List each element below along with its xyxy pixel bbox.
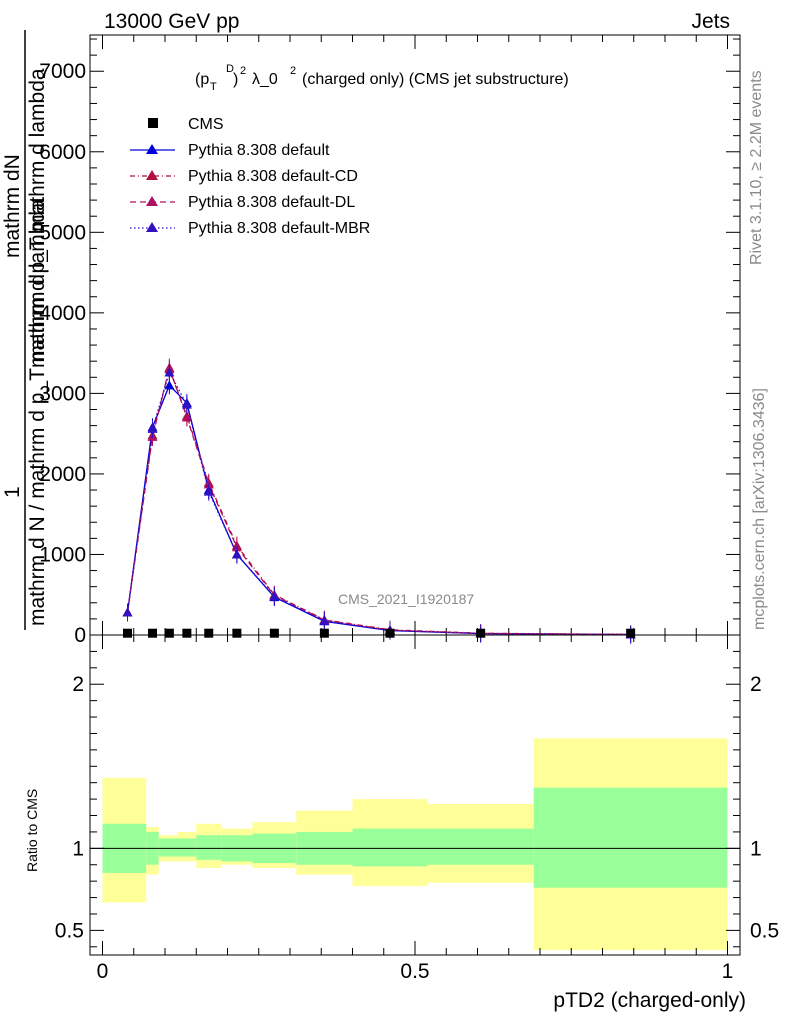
- y-title-denominator-bottom: mathrm d N / mathrm d p_T mathrm d lambd…: [26, 199, 49, 626]
- ratio-y-label: Ratio to CMS: [24, 789, 40, 872]
- main-panel: 0 1000 2000 3000 4000 5000 6000 7000 (p T D ) 2…: [39, 34, 741, 647]
- y-title-numerator: mathrm dN: [1, 154, 24, 258]
- legend: CMS Pythia 8.308 default Pythia 8.308 defa…: [130, 116, 370, 237]
- ratio-ytick-label-right: 2: [750, 673, 762, 696]
- mcplots-label: mcplots.cern.ch [arXiv:1306.3436]: [751, 388, 768, 630]
- ratio-band-green: [352, 828, 428, 867]
- legend-marker-0: [146, 144, 158, 154]
- cms-point: [269, 628, 279, 638]
- main-ytick-label: 5000: [39, 221, 86, 244]
- ratio-ytick-label-left: 2: [72, 673, 84, 696]
- cms-point: [204, 628, 214, 638]
- main-ytick-label: 4000: [39, 302, 86, 325]
- cms-point: [182, 628, 192, 638]
- cms-point: [626, 628, 636, 638]
- cms-point: [148, 628, 157, 638]
- ratio-band-green: [177, 838, 197, 857]
- y-title-denominator-top: mathrm d p_T mathrm d lambda: [26, 68, 49, 368]
- y-title-one: 1: [1, 486, 24, 498]
- legend-label-cms: CMS: [188, 116, 224, 133]
- main-ytick-label: 3000: [39, 382, 86, 405]
- title-sq: 2: [240, 65, 246, 77]
- legend-marker-3: [146, 222, 158, 232]
- ratio-band-green: [427, 828, 534, 865]
- title-close: ): [233, 71, 238, 88]
- ratio-band-green: [158, 838, 178, 857]
- rivet-label: Rivet 3.1.10, ≥ 2.2M events: [748, 70, 765, 265]
- main-y-title: 1 mathrm dN mathrm d p_T mathrm d lambda…: [1, 30, 49, 630]
- legend-label-2: Pythia 8.308 default-DL: [188, 194, 355, 211]
- header-left: 13000 GeV pp: [104, 10, 239, 33]
- ratio-xtick-label: 0: [97, 960, 109, 983]
- main-title: (p T D ) 2 λ_0 2 (charged only) (CMS jet…: [195, 63, 569, 93]
- main-ytick-label: 1000: [39, 543, 86, 566]
- main-x-ticks: [102, 35, 728, 635]
- header-right: Jets: [691, 10, 730, 33]
- main-ytick-label: 0: [74, 624, 86, 647]
- legend-label-3: Pythia 8.308 default-MBR: [188, 220, 370, 237]
- main-ytick-label: 6000: [39, 141, 86, 164]
- ratio-ytick-label-right: 0.5: [750, 919, 779, 942]
- ratio-x-ticks: 0 0.5 1: [97, 635, 734, 983]
- title-sup-d: D: [226, 63, 234, 75]
- watermark: CMS_2021_I1920187: [338, 591, 474, 607]
- cms-point: [123, 628, 132, 638]
- legend-label-0: Pythia 8.308 default: [188, 142, 330, 159]
- ratio-ytick-label-right: 1: [750, 837, 762, 860]
- title-sub-t: T: [210, 81, 217, 93]
- title-tail: (charged only) (CMS jet substructure): [302, 71, 569, 88]
- ratio-band-green: [533, 787, 728, 888]
- ratio-y-ticks: 0.5 0.5 1 1 2 2: [55, 650, 779, 948]
- cms-point: [164, 628, 174, 638]
- cms-point: [385, 628, 395, 638]
- ratio-band-green: [196, 835, 222, 860]
- main-y-ticks: 0 1000 2000 3000 4000 5000 6000 7000: [39, 38, 740, 647]
- title-p: (p: [195, 71, 209, 88]
- title-sq2: 2: [290, 65, 296, 77]
- ratio-ytick-label-left: 0.5: [55, 919, 84, 942]
- legend-marker-2: [146, 196, 158, 206]
- cms-point: [232, 628, 242, 638]
- ratio-ytick-label-left: 1: [72, 837, 84, 860]
- x-axis-label: pTD2 (charged-only): [553, 989, 746, 1012]
- series-line-3: [126, 370, 631, 636]
- cms-data-points: [123, 628, 636, 638]
- cms-point: [476, 628, 486, 638]
- cms-point: [319, 628, 329, 638]
- main-ytick-label: 7000: [39, 60, 86, 83]
- legend-label-1: Pythia 8.308 default-CD: [188, 168, 358, 185]
- ratio-bands: [102, 738, 728, 951]
- legend-marker-cms: [148, 118, 158, 128]
- ratio-xtick-label: 0.5: [400, 960, 429, 983]
- main-ytick-label: 2000: [39, 463, 86, 486]
- ratio-xtick-label: 1: [722, 960, 734, 983]
- title-lambda: λ_0: [252, 71, 278, 88]
- legend-marker-1: [146, 170, 158, 180]
- ratio-panel: 0.5 0.51 12 2 0 0.5 1 Ratio to CMS pTD2 (char…: [24, 634, 779, 1012]
